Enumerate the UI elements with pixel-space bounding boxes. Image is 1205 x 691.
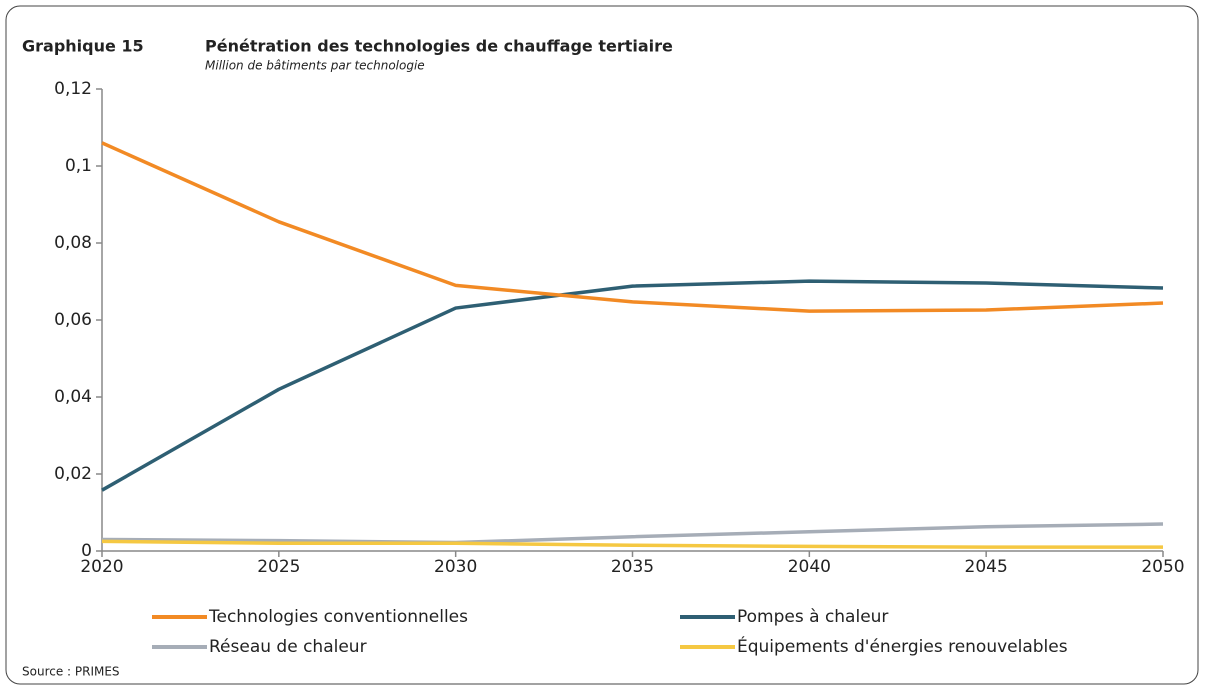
legend-label: Pompes à chaleur [737,607,888,627]
series-line [101,141,1164,313]
x-tick-label: 2025 [257,557,300,577]
legend-label: Technologies conventionnelles [208,607,468,627]
series-line [101,522,1164,545]
y-tick-label: 0,04 [54,387,92,407]
x-tick-label: 2050 [1141,557,1184,577]
x-tick-label: 2035 [611,557,654,577]
y-tick-label: 0 [81,541,92,561]
y-tick-label: 0,1 [65,156,92,176]
chart-title: Pénétration des technologies de chauffag… [205,37,673,56]
frame [5,5,1199,685]
legend-label: Réseau de chaleur [209,637,367,657]
legend-label: Équipements d'énergies renouvelables [737,635,1068,657]
chart-subtitle: Million de bâtiments par technologie [205,59,425,73]
y-tick-label: 0,02 [54,464,92,484]
y-tick-label: 0,12 [54,79,92,99]
series-line [101,279,1164,492]
series-line [101,539,1163,549]
x-tick-label: 2020 [80,557,123,577]
y-tick-label: 0,08 [54,233,92,253]
x-tick-label: 2040 [788,557,831,577]
y-tick-label: 0,06 [54,310,92,330]
figure-label: Graphique 15 [22,37,144,56]
x-tick-label: 2045 [965,557,1008,577]
source: Source : PRIMES [22,665,120,679]
x-tick-label: 2030 [434,557,477,577]
